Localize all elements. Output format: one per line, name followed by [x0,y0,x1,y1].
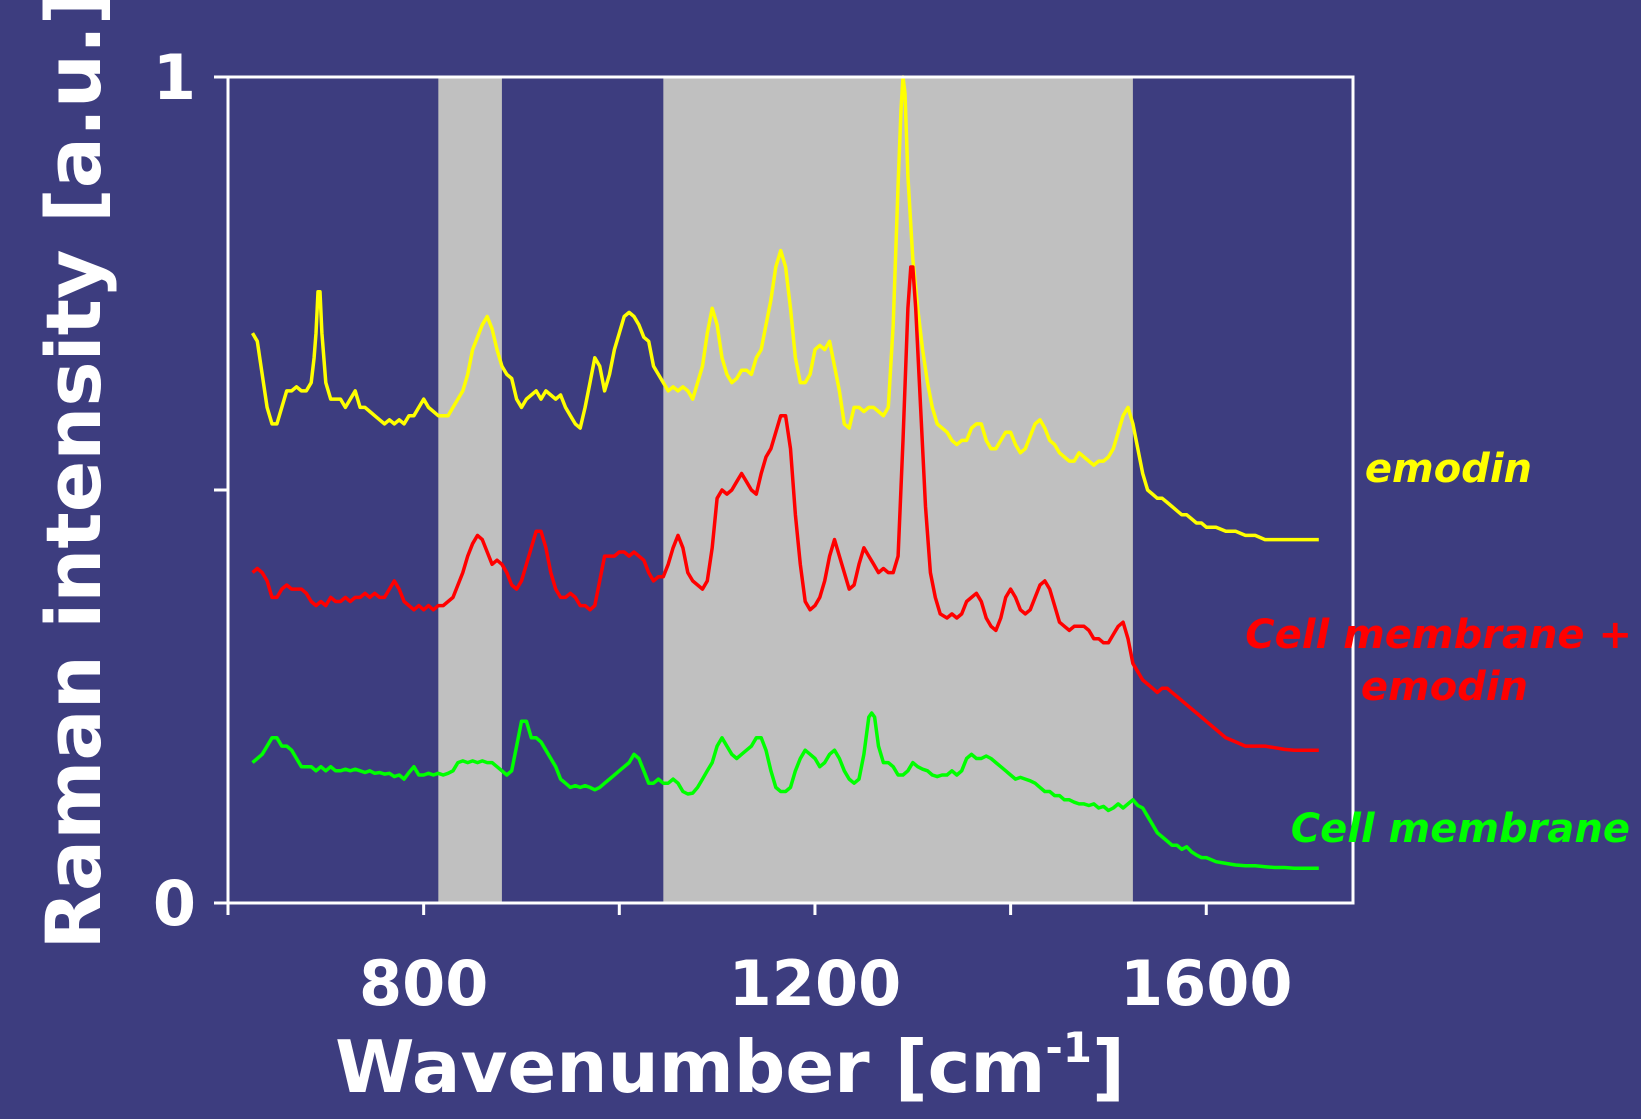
series-lines [250,75,1319,871]
tick-labels: 800 1200 1600 0 1 [153,41,1293,1020]
series-label-1: emodin [1365,446,1532,492]
series-label-line: emodin [1365,446,1532,492]
series-label-line: Cell membrane [1291,806,1630,852]
x-axis-label: Wavenumber [cm-1] [335,1023,1125,1109]
x-axis-label-superscript: -1 [1045,1023,1092,1072]
series-label-3: Cell membrane [1291,806,1630,852]
series-label-2: Cell membrane + emodin [1245,612,1632,710]
y-axis-label: Raman intensity [a.u.] [29,0,118,950]
series-label-line: emodin [1361,664,1528,710]
series-line-cell-membrane-emodin [251,265,1319,752]
x-tick-label: 800 [359,947,488,1020]
x-axis-label-main: Wavenumber [cm [335,1025,1045,1109]
shaded-region-1 [438,77,502,903]
series-label-line: Cell membrane + [1245,612,1632,658]
axes [214,75,1355,915]
y-tick-label: 1 [153,41,196,114]
y-tick-label: 0 [153,867,196,940]
x-tick-label: 1600 [1120,947,1293,1020]
series-labels: emodin Cell membrane + emodin Cell membrane [1245,446,1632,852]
series-line-emodin [250,75,1319,542]
x-tick-label: 1200 [729,947,902,1020]
series-line-cell-membrane [251,711,1319,871]
x-axis-label-end: ] [1092,1025,1125,1109]
